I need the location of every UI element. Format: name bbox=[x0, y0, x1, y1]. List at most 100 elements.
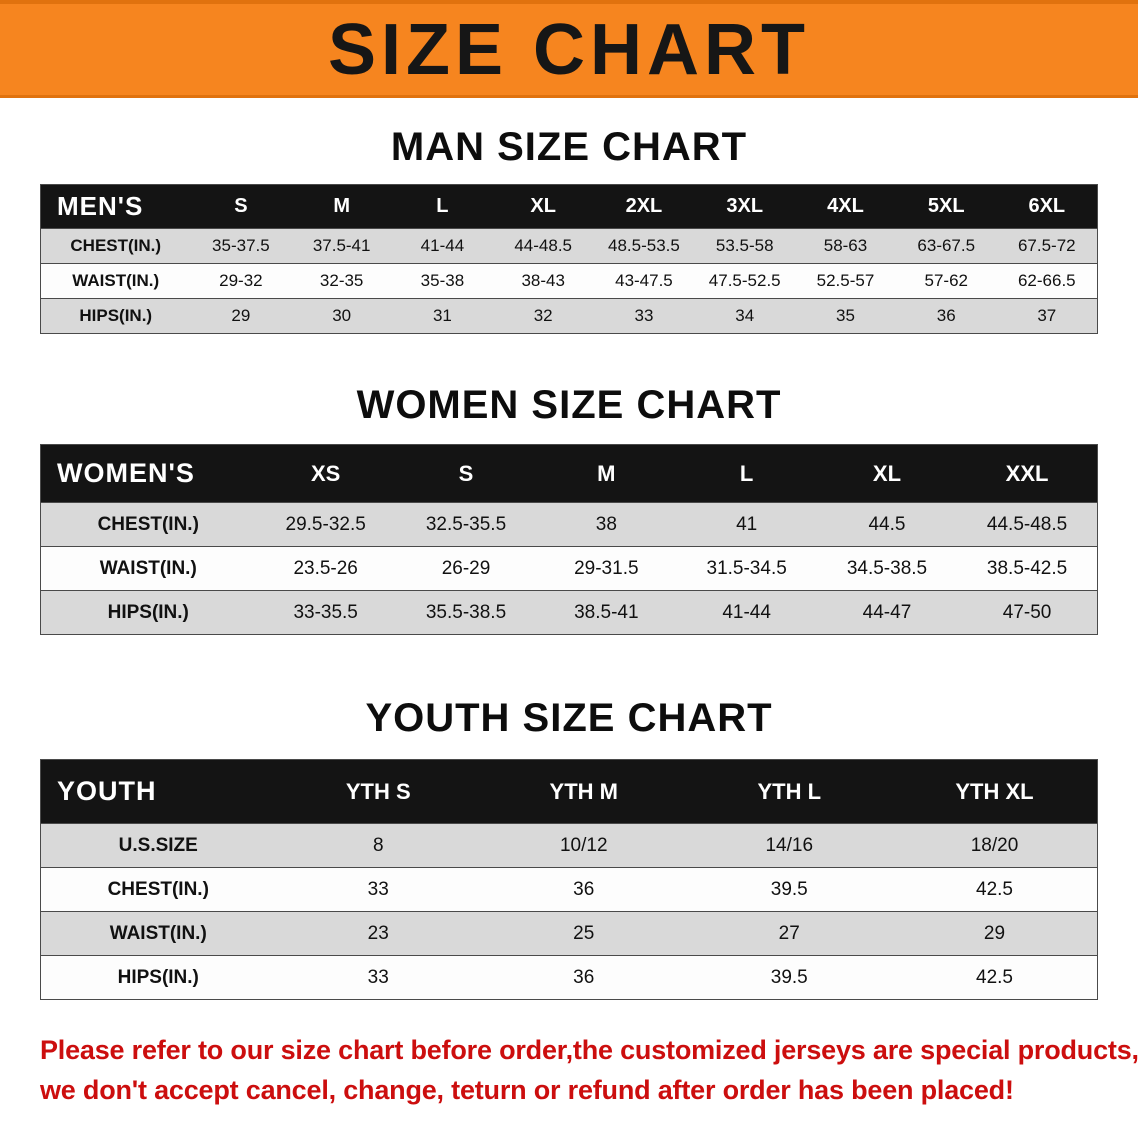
measurement-cell: 33 bbox=[275, 867, 481, 912]
measurement-cell: 39.5 bbox=[686, 955, 892, 1000]
measurement-cell: 39.5 bbox=[686, 867, 892, 912]
youth-size-table: YOUTH YTH S YTH M YTH L YTH XL U.S.SIZE 8 10/12… bbox=[40, 759, 1098, 1000]
row-label-cell: WAIST(IN.) bbox=[40, 911, 276, 956]
size-header-cell: M bbox=[291, 184, 393, 229]
measurement-cell: 25 bbox=[481, 911, 687, 956]
measurement-cell: 23.5-26 bbox=[255, 546, 396, 591]
row-label-cell: CHEST(IN.) bbox=[40, 228, 191, 264]
measurement-cell: 52.5-57 bbox=[795, 263, 896, 299]
measurement-cell: 41-44 bbox=[392, 228, 493, 264]
measurement-cell: 35.5-38.5 bbox=[395, 590, 537, 635]
measurement-cell: 31 bbox=[392, 298, 493, 334]
size-header-cell: XXL bbox=[957, 444, 1098, 503]
footer-disclaimer-line-2: we don't accept cancel, change, teturn o… bbox=[40, 1075, 1014, 1105]
footer-disclaimer-line-1: Please refer to our size chart before or… bbox=[40, 1035, 1138, 1065]
measurement-cell: 44.5-48.5 bbox=[957, 502, 1098, 547]
measurement-cell: 29 bbox=[892, 911, 1098, 956]
row-label-cell: HIPS(IN.) bbox=[40, 590, 256, 635]
measurement-cell: 32 bbox=[492, 298, 594, 334]
measurement-cell: 14/16 bbox=[686, 823, 892, 868]
measurement-cell: 37 bbox=[996, 298, 1098, 334]
measurement-cell: 41-44 bbox=[676, 590, 817, 635]
measurement-cell: 63-67.5 bbox=[895, 228, 997, 264]
measurement-cell: 47-50 bbox=[957, 590, 1098, 635]
table-row: CHEST(IN.) 29.5-32.5 32.5-35.5 38 41 44.5 44.5… bbox=[40, 502, 1098, 547]
size-header-cell: 3XL bbox=[694, 184, 796, 229]
measurement-cell: 38.5-41 bbox=[536, 590, 677, 635]
size-header-cell: S bbox=[190, 184, 292, 229]
size-header-cell: XL bbox=[816, 444, 958, 503]
men-size-table: MEN'S S M L XL 2XL 3XL 4XL 5XL 6XL CHEST(IN.) 35-37… bbox=[40, 184, 1098, 334]
measurement-cell: 44-47 bbox=[816, 590, 958, 635]
size-header-cell: 2XL bbox=[593, 184, 695, 229]
measurement-cell: 34 bbox=[694, 298, 796, 334]
measurement-cell: 31.5-34.5 bbox=[676, 546, 817, 591]
youth-section-heading: YOUTH SIZE CHART bbox=[365, 696, 773, 740]
measurement-cell: 36 bbox=[895, 298, 997, 334]
measurement-cell: 26-29 bbox=[395, 546, 537, 591]
measurement-cell: 33 bbox=[275, 955, 481, 1000]
row-label-cell: CHEST(IN.) bbox=[40, 867, 276, 912]
size-header-cell: 4XL bbox=[795, 184, 896, 229]
measurement-cell: 43-47.5 bbox=[593, 263, 695, 299]
men-section-heading: MAN SIZE CHART bbox=[390, 125, 748, 169]
measurement-cell: 35 bbox=[795, 298, 896, 334]
measurement-cell: 41 bbox=[676, 502, 817, 547]
row-label-cell: HIPS(IN.) bbox=[40, 955, 276, 1000]
table-row: WAIST(IN.) 23.5-26 26-29 29-31.5 31.5-34.5 34… bbox=[40, 546, 1098, 591]
measurement-cell: 37.5-41 bbox=[291, 228, 393, 264]
table-row: HIPS(IN.) 33 36 39.5 42.5 bbox=[40, 955, 1098, 1000]
measurement-cell: 32-35 bbox=[291, 263, 393, 299]
size-header-cell: YTH S bbox=[275, 759, 481, 824]
table-header-row: MEN'S S M L XL 2XL 3XL 4XL 5XL 6XL bbox=[40, 184, 1098, 229]
measurement-cell: 29 bbox=[190, 298, 292, 334]
size-header-cell: YTH XL bbox=[892, 759, 1098, 824]
table-row: HIPS(IN.) 33-35.5 35.5-38.5 38.5-41 41-44 44-… bbox=[40, 590, 1098, 635]
measurement-cell: 27 bbox=[686, 911, 892, 956]
footer-disclaimer: Please refer to our size chart before or… bbox=[40, 1030, 1138, 1110]
women-size-table: WOMEN'S XS S M L XL XXL CHEST(IN.) 29.5-32.5 32.5… bbox=[40, 444, 1098, 635]
measurement-cell: 36 bbox=[481, 867, 687, 912]
measurement-cell: 42.5 bbox=[892, 867, 1098, 912]
table-row: CHEST(IN.) 33 36 39.5 42.5 bbox=[40, 867, 1098, 912]
size-header-cell: S bbox=[395, 444, 537, 503]
banner-title: SIZE CHART bbox=[328, 9, 810, 90]
measurement-cell: 67.5-72 bbox=[996, 228, 1098, 264]
measurement-cell: 33-35.5 bbox=[255, 590, 396, 635]
size-header-cell: YTH M bbox=[481, 759, 687, 824]
banner: SIZE CHART bbox=[0, 0, 1138, 98]
women-size-section: WOMEN SIZE CHART WOMEN'S XS S M L XL XXL CHEST(… bbox=[0, 382, 1138, 635]
table-row: HIPS(IN.) 29 30 31 32 33 34 35 36 37 bbox=[40, 298, 1098, 334]
size-header-cell: 6XL bbox=[996, 184, 1098, 229]
measurement-cell: 38.5-42.5 bbox=[957, 546, 1098, 591]
table-title-cell: YOUTH bbox=[40, 759, 276, 824]
measurement-cell: 36 bbox=[481, 955, 687, 1000]
measurement-cell: 23 bbox=[275, 911, 481, 956]
table-row: WAIST(IN.) 23 25 27 29 bbox=[40, 911, 1098, 956]
size-header-cell: 5XL bbox=[895, 184, 997, 229]
table-row: U.S.SIZE 8 10/12 14/16 18/20 bbox=[40, 823, 1098, 868]
men-size-section: MAN SIZE CHART MEN'S S M L XL 2XL 3XL 4XL 5XL 6XL… bbox=[0, 124, 1138, 334]
measurement-cell: 47.5-52.5 bbox=[694, 263, 796, 299]
measurement-cell: 35-37.5 bbox=[190, 228, 292, 264]
measurement-cell: 29-31.5 bbox=[536, 546, 677, 591]
size-header-cell: L bbox=[392, 184, 493, 229]
measurement-cell: 35-38 bbox=[392, 263, 493, 299]
measurement-cell: 29-32 bbox=[190, 263, 292, 299]
measurement-cell: 44-48.5 bbox=[492, 228, 594, 264]
measurement-cell: 8 bbox=[275, 823, 481, 868]
measurement-cell: 53.5-58 bbox=[694, 228, 796, 264]
table-row: WAIST(IN.) 29-32 32-35 35-38 38-43 43-47.5 47.… bbox=[40, 263, 1098, 299]
measurement-cell: 33 bbox=[593, 298, 695, 334]
measurement-cell: 48.5-53.5 bbox=[593, 228, 695, 264]
row-label-cell: CHEST(IN.) bbox=[40, 502, 256, 547]
table-header-row: WOMEN'S XS S M L XL XXL bbox=[40, 444, 1098, 503]
size-header-cell: YTH L bbox=[686, 759, 892, 824]
measurement-cell: 30 bbox=[291, 298, 393, 334]
measurement-cell: 29.5-32.5 bbox=[255, 502, 396, 547]
measurement-cell: 62-66.5 bbox=[996, 263, 1098, 299]
measurement-cell: 57-62 bbox=[895, 263, 997, 299]
women-section-heading: WOMEN SIZE CHART bbox=[356, 383, 782, 427]
measurement-cell: 18/20 bbox=[892, 823, 1098, 868]
